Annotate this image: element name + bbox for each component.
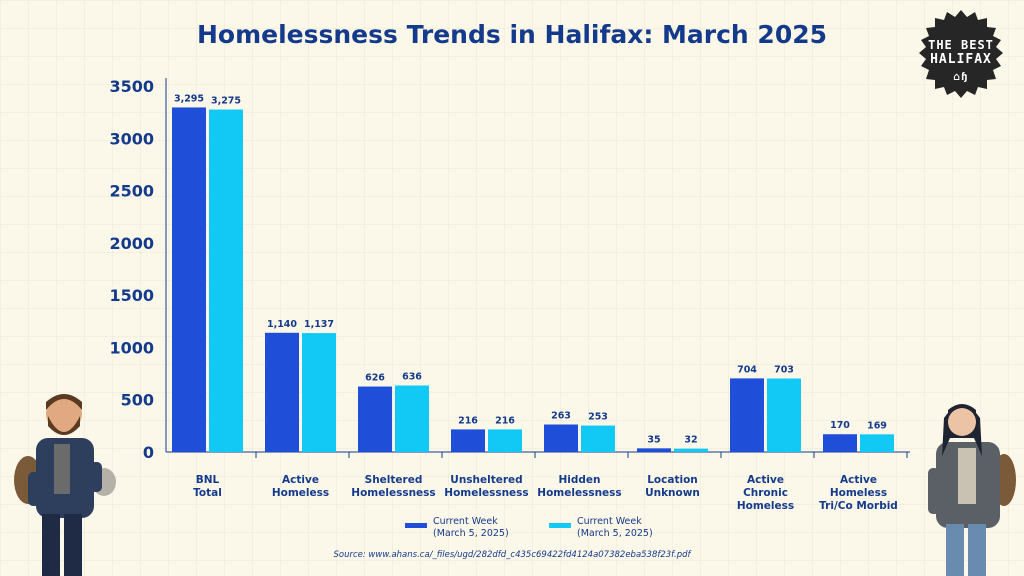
data-label: 1,137 (304, 319, 334, 330)
y-tick-label: 3000 (109, 129, 154, 148)
data-label: 253 (588, 412, 608, 423)
bar-series-1 (730, 378, 764, 452)
legend-label-line: Current Week (433, 516, 498, 527)
data-label: 169 (867, 420, 887, 431)
x-tick-label: Location (647, 474, 698, 486)
badge-shape (919, 10, 1003, 98)
bar-series-1 (358, 386, 392, 452)
x-tick-label: Homelessness (351, 487, 435, 499)
chart-title: Homelessness Trends in Halifax: March 20… (196, 20, 828, 49)
x-tick-label: Unsheltered (450, 474, 522, 486)
data-label: 704 (737, 364, 757, 375)
data-label: 636 (402, 371, 422, 382)
badge-starburst (919, 10, 1003, 98)
legend-label-series-1: Current Week (March 5, 2025) (433, 516, 523, 540)
legend: Current Week (March 5, 2025) Current Wee… (405, 516, 667, 540)
legend-item-series-2: Current Week (March 5, 2025) (549, 516, 667, 540)
bar-series-1 (544, 424, 578, 452)
source-note: Source: www.ahans.ca/_files/ugd/282dfd_c… (333, 550, 691, 560)
y-tick-label: 500 (121, 391, 154, 410)
data-label: 263 (551, 410, 571, 421)
x-tick-label: Hidden (558, 474, 600, 486)
y-tick-label: 1000 (109, 338, 154, 357)
data-label: 35 (647, 434, 660, 445)
data-label: 216 (458, 415, 478, 426)
bar-series-1 (637, 448, 671, 452)
x-tick-label: Homeless (272, 487, 329, 499)
data-label: 170 (830, 420, 850, 431)
legend-label-line: Current Week (577, 516, 642, 527)
y-tick-label: 2000 (109, 234, 154, 253)
bar-series-1 (451, 429, 485, 452)
bar-series-2 (860, 434, 894, 452)
y-tick-label: 1500 (109, 286, 154, 305)
x-tick-label: Unknown (645, 487, 700, 499)
x-tick-label: Active (747, 474, 784, 486)
legend-label-series-2: Current Week (March 5, 2025) (577, 516, 667, 540)
bar-series-2 (488, 429, 522, 452)
x-tick-label: Active (282, 474, 319, 486)
legend-label-line: (March 5, 2025) (433, 528, 509, 539)
data-label: 3,275 (211, 96, 241, 107)
badge-line-3: ⌂ɧ (953, 70, 969, 83)
x-tick-label: Homeless (830, 487, 887, 499)
data-label: 1,140 (267, 319, 297, 330)
bar-series-1 (172, 107, 206, 453)
x-tick-label: Active (840, 474, 877, 486)
bar-series-2 (302, 333, 336, 452)
x-tick-label: Sheltered (365, 474, 423, 486)
legend-swatch-series-2 (549, 523, 571, 528)
bar-series-2 (395, 385, 429, 452)
x-tick-label: Homelessness (444, 487, 528, 499)
data-label: 216 (495, 415, 515, 426)
x-tick-label: Homeless (737, 500, 794, 512)
badge-line-1: THE BEST (928, 38, 994, 52)
legend-item-series-1: Current Week (March 5, 2025) (405, 516, 523, 540)
x-tick-label: Tri/Co Morbid (819, 500, 898, 512)
x-tick-label: BNL (196, 474, 220, 486)
bar-series-2 (581, 425, 615, 452)
legend-label-line: (March 5, 2025) (577, 528, 653, 539)
bar-series-1 (265, 332, 299, 452)
logo-badge: THE BEST HALIFAX ⌂ɧ (912, 8, 1010, 106)
y-tick-label: 3500 (109, 77, 154, 96)
bar-series-2 (767, 378, 801, 452)
bar-series-1 (823, 434, 857, 452)
data-label: 703 (774, 364, 794, 375)
y-tick-label: 0 (143, 443, 154, 462)
y-tick-label: 2500 (109, 182, 154, 201)
data-label: 3,295 (174, 93, 204, 104)
legend-swatch-series-1 (405, 523, 427, 528)
x-tick-label: Homelessness (537, 487, 621, 499)
bar-series-2 (209, 109, 243, 453)
data-label: 32 (684, 435, 697, 446)
x-tick-label: Total (193, 487, 222, 499)
data-label: 626 (365, 373, 385, 384)
bar-series-2 (674, 448, 708, 452)
badge-line-2: HALIFAX (930, 52, 992, 67)
bearded-man-illustration (14, 394, 116, 576)
x-tick-label: Chronic (743, 487, 788, 499)
woman-illustration (928, 404, 1016, 576)
